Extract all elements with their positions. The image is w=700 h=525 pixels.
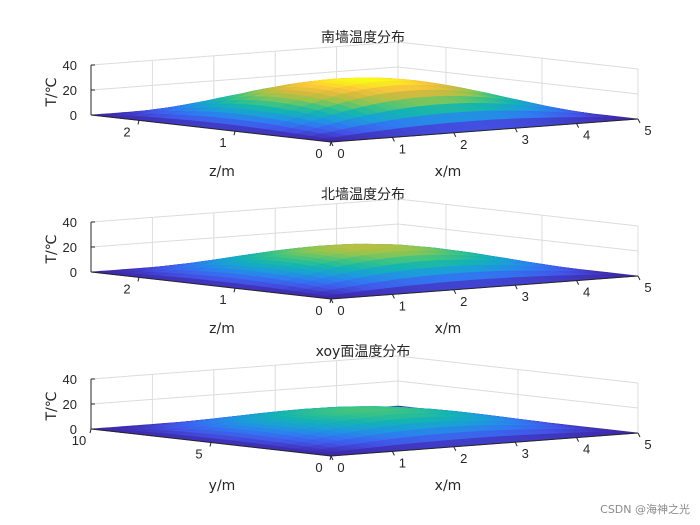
x-tick-label: 2 (460, 451, 467, 466)
y-tick-mark (329, 298, 332, 304)
x-tick-mark (514, 441, 518, 447)
x-tick-mark (576, 437, 580, 442)
x-tick-mark (514, 284, 518, 290)
y-tick-mark (233, 131, 236, 136)
x-tick-mark (637, 118, 641, 124)
y-tick-mark (329, 141, 332, 147)
subplot-1-surface (90, 77, 639, 143)
y-axis-line (90, 271, 332, 300)
subplot-title: 南墙温度分布 (321, 30, 405, 46)
x-tick-label: 2 (460, 137, 467, 152)
x-tick-mark (391, 451, 395, 456)
x-tick-mark (637, 275, 641, 281)
z-tick-label: 20 (63, 83, 77, 98)
y-tick-mark (329, 455, 332, 461)
z-tick-label: 0 (70, 108, 77, 123)
y-axis-label: y/m (209, 478, 236, 494)
x-axis-line (330, 432, 639, 457)
y-tick-label: 2 (123, 124, 130, 139)
y-tick-mark (233, 288, 236, 293)
x-tick-mark (453, 446, 457, 452)
x-tick-label: 2 (460, 294, 467, 309)
x-axis-label: x/m (435, 478, 462, 494)
x-axis-line (330, 118, 639, 143)
x-axis-label: x/m (435, 164, 462, 180)
y-axis-label: z/m (209, 321, 235, 337)
y-tick-label: 1 (219, 292, 226, 307)
y-tick-label: 1 (219, 135, 226, 150)
z-tick-label: 0 (70, 265, 77, 280)
subplot-title: 北墙温度分布 (321, 187, 405, 203)
x-tick-label: 4 (583, 442, 590, 457)
grid-z-40 (90, 41, 639, 70)
x-tick-label: 1 (399, 298, 406, 313)
y-tick-label: 0 (315, 460, 322, 475)
x-tick-label: 0 (337, 460, 344, 475)
z-tick-label: 40 (63, 372, 77, 387)
subplot-title: xoy面温度分布 (316, 344, 411, 360)
y-tick-label: 5 (195, 447, 202, 462)
y-tick-label: 10 (72, 433, 86, 448)
z-tick-label: 40 (63, 215, 77, 230)
x-tick-mark (453, 289, 457, 295)
grid-z-40 (90, 355, 639, 384)
x-axis-line (330, 275, 639, 300)
y-tick-mark (209, 442, 212, 447)
grid-z-40 (90, 198, 639, 227)
z-tick-label: 0 (70, 422, 77, 437)
grid-z-20 (90, 380, 639, 409)
x-tick-mark (514, 127, 518, 133)
z-tick-label: 20 (63, 240, 77, 255)
subplot-2-surface (90, 243, 639, 300)
x-tick-label: 0 (337, 146, 344, 161)
z-tick-label: 20 (63, 397, 77, 412)
z-axis-label: T/℃ (44, 235, 60, 265)
y-tick-mark (89, 428, 92, 434)
x-tick-label: 1 (399, 455, 406, 470)
x-tick-label: 5 (644, 437, 651, 452)
y-axis-label: z/m (209, 164, 235, 180)
x-tick-label: 4 (583, 285, 590, 300)
x-tick-label: 3 (522, 446, 529, 461)
subplot-3-surface (90, 405, 639, 457)
y-tick-label: 0 (315, 303, 322, 318)
y-tick-mark (137, 277, 140, 282)
x-tick-mark (637, 432, 641, 438)
x-tick-label: 3 (522, 289, 529, 304)
x-tick-mark (391, 137, 395, 142)
y-tick-label: 0 (315, 146, 322, 161)
y-axis-line (90, 114, 332, 143)
x-tick-mark (453, 132, 457, 138)
x-tick-label: 5 (644, 280, 651, 295)
watermark: CSDN @海神之光 (600, 503, 690, 516)
y-tick-label: 2 (123, 281, 130, 296)
z-axis-label: T/℃ (44, 78, 60, 108)
x-tick-label: 1 (399, 141, 406, 156)
x-axis-label: x/m (435, 321, 462, 337)
x-tick-label: 3 (522, 132, 529, 147)
z-tick-label: 40 (63, 58, 77, 73)
y-tick-mark (137, 120, 140, 125)
x-tick-label: 4 (583, 128, 590, 143)
x-tick-label: 0 (337, 303, 344, 318)
z-axis-label: T/℃ (44, 392, 60, 422)
x-tick-mark (576, 123, 580, 128)
x-tick-label: 5 (644, 123, 651, 138)
x-tick-mark (391, 294, 395, 299)
x-tick-mark (576, 280, 580, 285)
